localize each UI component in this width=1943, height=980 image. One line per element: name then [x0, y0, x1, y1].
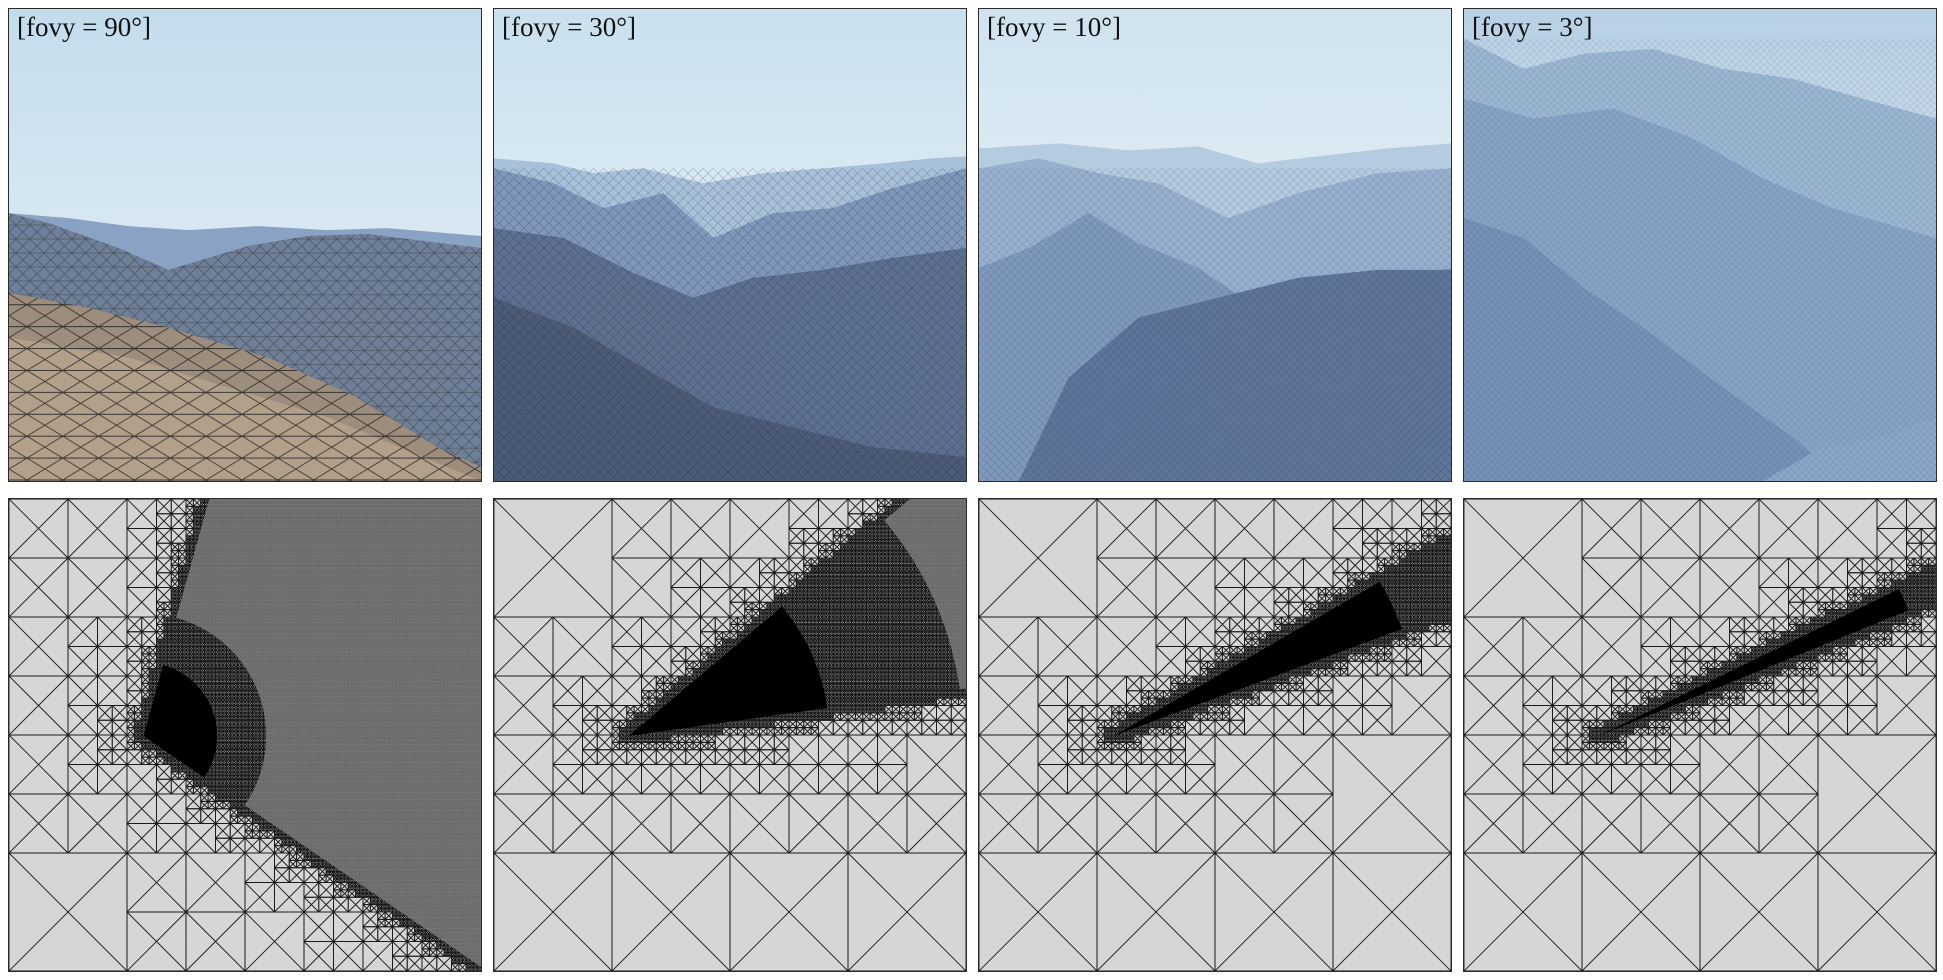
fovy-label: [fovy = 30°] — [502, 12, 636, 42]
terrain-render-fovy-3: [fovy = 3°] — [1463, 8, 1937, 482]
fovy-label: [fovy = 90°] — [17, 12, 151, 42]
terrain-render-image — [979, 9, 1451, 481]
mesh-cell — [9, 852, 128, 971]
terrain-render-fovy-30: [fovy = 30°] — [493, 8, 967, 482]
terrain-render-fovy-90: [fovy = 90°] — [8, 8, 482, 482]
mesh-view-fovy-90 — [8, 498, 482, 972]
quadtree-mesh-image — [9, 499, 481, 971]
terrain-render-image — [1464, 9, 1936, 481]
fovy-label: [fovy = 3°] — [1472, 12, 1593, 42]
terrain-render-image — [494, 9, 966, 481]
fovy-label: [fovy = 10°] — [987, 12, 1121, 42]
terrain-render-image — [9, 9, 481, 481]
terrain-render-fovy-10: [fovy = 10°] — [978, 8, 1452, 482]
